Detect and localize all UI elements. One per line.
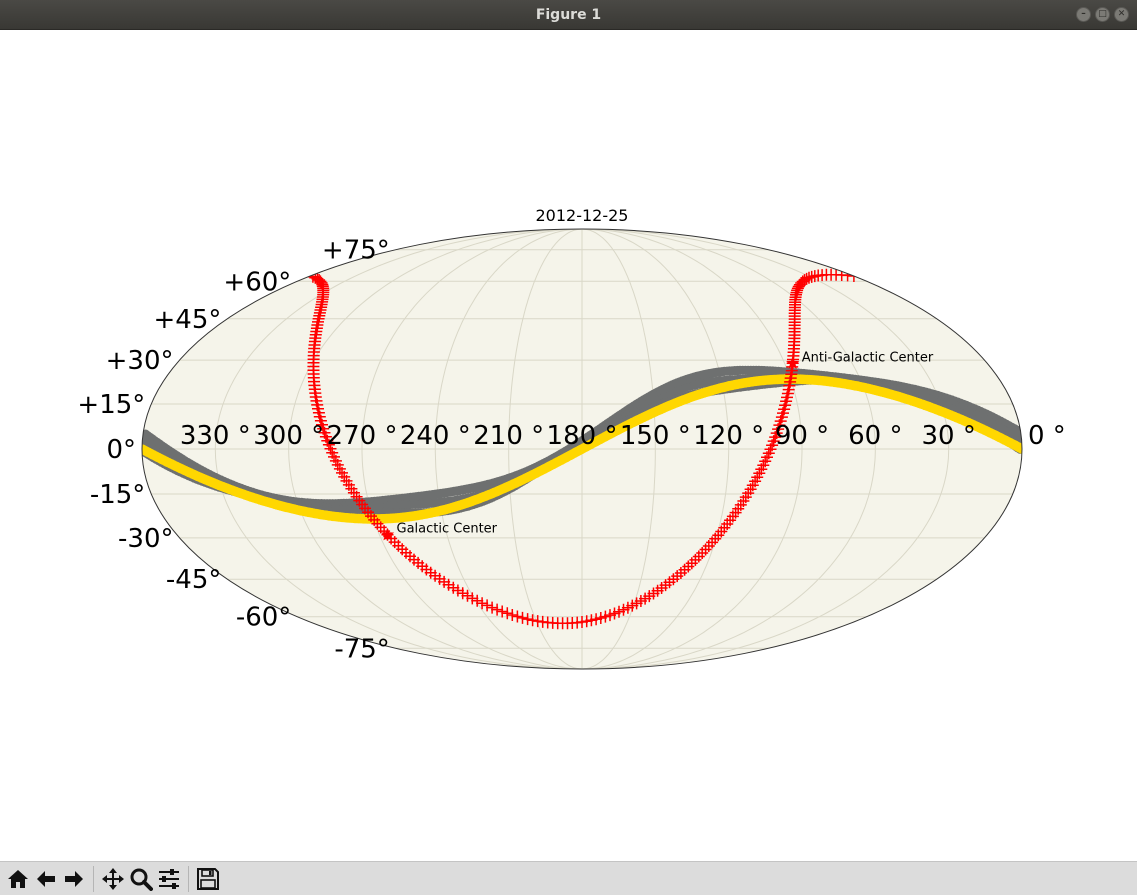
latitude-tick-label: -75° [334, 634, 389, 664]
longitude-tick-label: 330 ° [180, 421, 251, 451]
chart-title: 2012-12-25 [536, 206, 629, 225]
longitude-tick-label: 150 ° [620, 421, 691, 451]
navigation-toolbar [0, 861, 1137, 895]
back-button[interactable] [32, 865, 60, 893]
annotation-label: Galactic Center [397, 522, 498, 537]
longitude-tick-label: 180 ° [547, 421, 618, 451]
galactic-plane-marker [805, 270, 818, 283]
floppy-disk-icon [197, 867, 219, 890]
galactic-plane-marker [486, 601, 499, 614]
galactic-plane-marker [506, 609, 519, 621]
galactic-plane-marker [511, 610, 524, 623]
galactic-plane-marker [808, 270, 821, 283]
annotation-label: Anti-Galactic Center [802, 350, 934, 365]
galactic-plane-marker [521, 613, 534, 626]
window-title: Figure 1 [535, 6, 602, 23]
forward-button[interactable] [60, 865, 88, 893]
sliders-icon [159, 868, 179, 889]
configure-subplots-button[interactable] [155, 865, 183, 893]
grid-meridian [214, 229, 583, 669]
latitude-tick-label: -60° [236, 603, 291, 633]
latitude-tick-label: +60° [223, 267, 291, 297]
magnifier-icon [130, 868, 153, 891]
latitude-tick-label: +75° [322, 236, 390, 266]
save-button[interactable] [194, 865, 222, 893]
galactic-plane-marker [461, 589, 474, 602]
galactic-plane-marker [526, 614, 539, 627]
galactic-plane-marker [481, 599, 494, 612]
grid-meridian [581, 229, 876, 669]
minimize-icon[interactable]: – [1076, 7, 1091, 22]
home-icon [8, 869, 28, 888]
move-icon [102, 867, 124, 890]
galactic-plane-marker [476, 597, 489, 610]
longitude-tick-label: 0 ° [1028, 421, 1066, 451]
grid-meridian [581, 229, 730, 669]
galactic-plane-marker [466, 592, 479, 605]
grid-meridian [288, 229, 583, 669]
latitude-tick-label: +15° [77, 390, 145, 420]
zoom-button[interactable] [127, 865, 155, 893]
star-marker [380, 527, 395, 541]
star-marker [786, 356, 800, 369]
galactic-plane-marker [516, 611, 529, 624]
longitude-tick-label: 30 ° [922, 421, 976, 451]
longitude-tick-label: 270 ° [327, 421, 398, 451]
longitude-tick-label: 120 ° [693, 421, 764, 451]
grid-meridian [434, 229, 583, 669]
longitude-tick-label: 90 ° [775, 421, 829, 451]
arrow-left-icon [37, 870, 55, 887]
latitude-tick-label: +30° [106, 346, 174, 376]
latitude-tick-label: +45° [154, 305, 222, 335]
close-icon[interactable]: ✕ [1114, 7, 1129, 22]
sky-map-plot[interactable]: Galactic Center Anti-Galactic Center 330 … [0, 30, 1137, 861]
projection-border [141, 228, 1023, 670]
window-titlebar: Figure 1 – □ ✕ [0, 0, 1137, 30]
galactic-plane-marker [531, 615, 544, 628]
longitude-tick-label: 210 ° [473, 421, 544, 451]
longitude-tick-label: 240 ° [400, 421, 471, 451]
home-button[interactable] [4, 865, 32, 893]
latitude-tick-label: -45° [166, 565, 221, 595]
longitude-tick-label: 300 ° [253, 421, 324, 451]
toolbar-separator [188, 865, 189, 892]
latitude-tick-label: 0° [106, 435, 136, 465]
arrow-right-icon [65, 870, 83, 887]
toolbar-separator [93, 865, 94, 892]
galactic-plane-marker [501, 607, 514, 620]
latitude-tick-label: -30° [118, 524, 173, 554]
annotations: Galactic Center Anti-Galactic Center [380, 350, 934, 541]
galactic-plane-marker [456, 587, 469, 600]
figure-canvas[interactable]: Galactic Center Anti-Galactic Center 330 … [0, 30, 1137, 861]
grid-meridian [361, 229, 583, 669]
grid-meridian [581, 229, 803, 669]
grid-lines [142, 229, 1022, 669]
galactic-plane-marker [536, 615, 549, 628]
grid-meridian [581, 229, 950, 669]
latitude-tick-label: -15° [90, 480, 145, 510]
galactic-plane-marker [471, 594, 484, 607]
longitude-tick-label: 60 ° [848, 421, 902, 451]
grid-meridian [508, 229, 583, 669]
galactic-plane-marker [491, 603, 504, 616]
grid-meridian [581, 229, 656, 669]
gray-track-point [142, 437, 148, 447]
pan-button[interactable] [99, 865, 127, 893]
tick-labels: 330 ° 300 ° 270 ° 240 ° 210 ° 180 ° 150 ° 120 °… [77, 236, 1065, 665]
galactic-plane-marker [496, 605, 509, 618]
data-tracks [142, 268, 1022, 630]
window-controls: – □ ✕ [1076, 7, 1129, 22]
maximize-icon[interactable]: □ [1095, 7, 1110, 22]
